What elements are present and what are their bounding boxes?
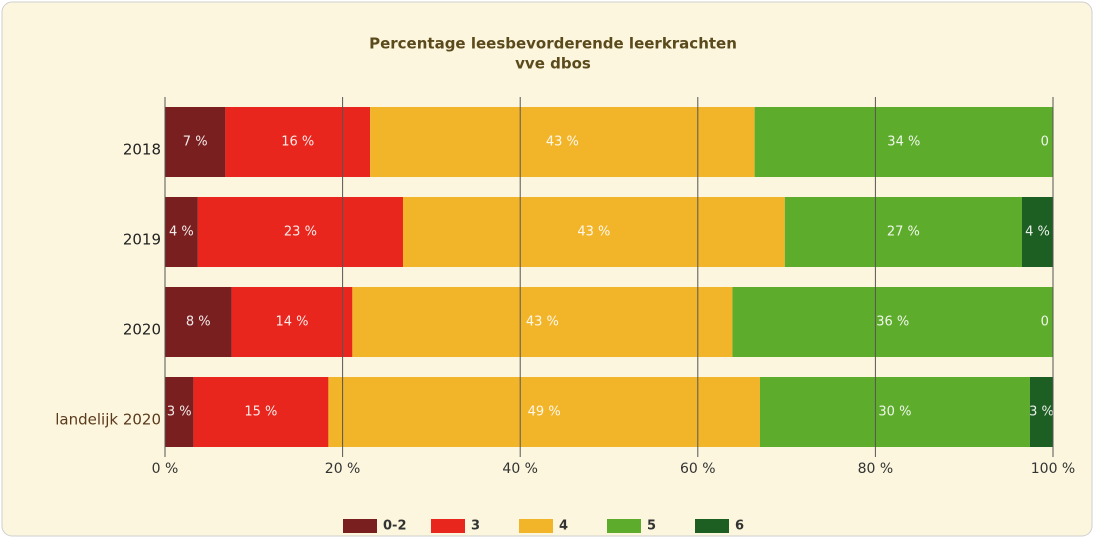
data-label: 43 % <box>526 315 559 330</box>
y-tick-label: 2020 <box>123 321 161 339</box>
bar-segment <box>732 287 1053 357</box>
y-tick-label: 2018 <box>123 141 161 159</box>
bar-segment <box>759 377 1030 447</box>
data-label: 36 % <box>876 315 909 330</box>
x-tick-label: 100 % <box>1031 461 1075 477</box>
bar-segment <box>328 377 760 447</box>
chart-title: Percentage leesbevorderende leerkrachten <box>369 35 737 53</box>
x-tick-label: 60 % <box>680 461 716 477</box>
data-label: 15 % <box>244 405 277 420</box>
y-tick-label: 2019 <box>123 231 161 249</box>
data-label: 23 % <box>284 225 317 240</box>
legend-label: 4 <box>559 519 568 534</box>
bar-segment <box>165 107 226 177</box>
legend-swatch <box>431 519 465 533</box>
x-tick-label: 40 % <box>502 461 538 477</box>
data-label: 7 % <box>183 135 208 150</box>
legend-swatch <box>343 519 377 533</box>
bar-segment <box>352 287 733 357</box>
chart-subtitle: vve dbos <box>515 55 591 73</box>
x-tick-label: 20 % <box>325 461 361 477</box>
bar-segment <box>402 197 785 267</box>
bar-segment <box>225 107 371 177</box>
data-label: 16 % <box>281 135 314 150</box>
data-label: 43 % <box>577 225 610 240</box>
legend-label: 6 <box>735 519 744 534</box>
data-label: 3 % <box>1029 405 1054 420</box>
data-label: 34 % <box>887 135 920 150</box>
data-label: 4 % <box>1025 225 1050 240</box>
bar-segment <box>370 107 755 177</box>
bar-segment <box>165 287 232 357</box>
bar-segment <box>231 287 353 357</box>
legend-swatch <box>519 519 553 533</box>
bar-segment <box>165 197 198 267</box>
bar-segment <box>1029 377 1053 447</box>
data-label: 3 % <box>167 405 192 420</box>
data-label: 43 % <box>546 135 579 150</box>
data-label: 8 % <box>186 315 211 330</box>
plot-area: 7 % 16 % 43 % 34 % 0 % 4 % 23 % 43 % 27 % 4 % 8 % 1… <box>165 107 1066 447</box>
data-label: 30 % <box>878 405 911 420</box>
legend-swatch <box>607 519 641 533</box>
x-tick-label: 0 % <box>152 461 179 477</box>
legend-label: 3 <box>471 519 480 534</box>
data-label: 0 % <box>1041 315 1066 330</box>
bar-segment <box>784 197 1022 267</box>
data-label: 0 % <box>1041 135 1066 150</box>
bar-segment <box>197 197 403 267</box>
data-label: 4 % <box>169 225 194 240</box>
legend-label: 5 <box>647 519 656 534</box>
y-tick-label: landelijk 2020 <box>55 411 161 429</box>
bar-segment <box>1021 197 1053 267</box>
legend-label: 0-2 <box>383 519 407 534</box>
bar-segment <box>193 377 329 447</box>
bar-segment <box>165 377 194 447</box>
data-label: 49 % <box>528 405 561 420</box>
bar-segment <box>754 107 1053 177</box>
x-tick-label: 80 % <box>858 461 894 477</box>
legend-swatch <box>695 519 729 533</box>
data-label: 27 % <box>887 225 920 240</box>
data-label: 14 % <box>275 315 308 330</box>
